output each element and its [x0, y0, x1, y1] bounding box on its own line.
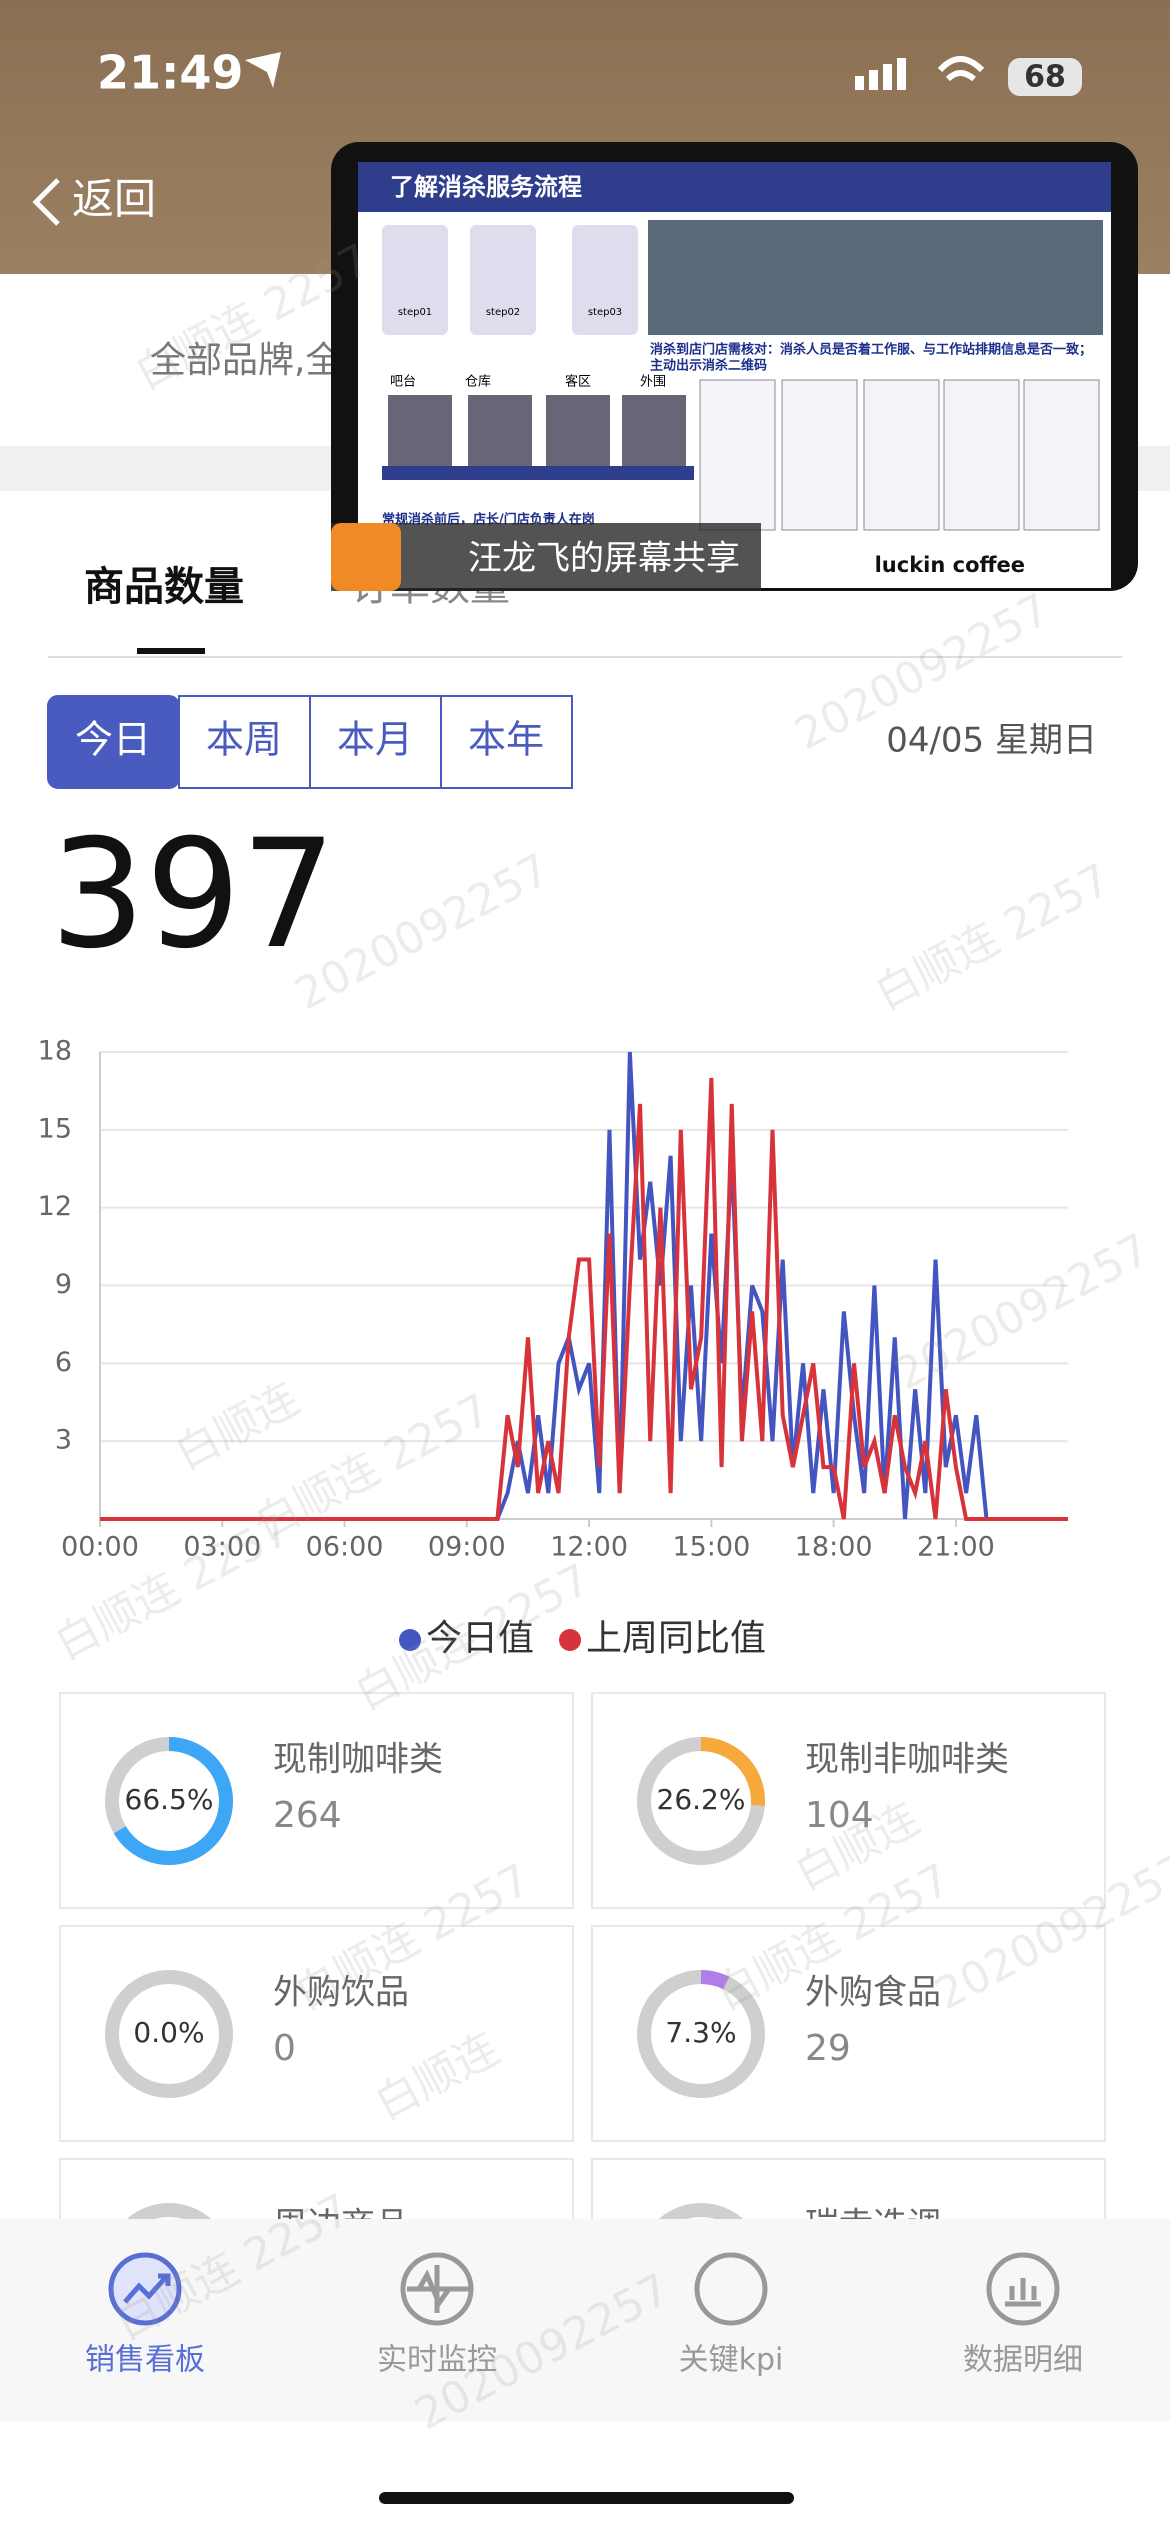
donut-arc [637, 1737, 765, 1865]
step: step01 [398, 307, 432, 318]
presenter-avatar [331, 523, 401, 591]
category-card[interactable] [591, 1925, 1106, 2142]
clock: 21:49 [97, 46, 243, 100]
donut-arc [637, 1970, 765, 2098]
legend-swatch [559, 1629, 582, 1651]
period-button[interactable] [178, 695, 311, 789]
step: step02 [486, 307, 520, 318]
x-tick-label: 06:00 [306, 1532, 384, 1563]
nav-label[interactable]: 关键kpi [679, 2343, 784, 2378]
period-button[interactable] [309, 695, 442, 789]
step: step03 [588, 307, 622, 318]
area-photos [388, 395, 686, 477]
signal-icon [855, 58, 906, 90]
y-tick-label: 6 [55, 1347, 72, 1378]
location-icon [245, 52, 281, 88]
watermark: 白顺连 [167, 1373, 307, 1480]
category-count: 104 [805, 1795, 874, 1836]
total: 397 [50, 808, 336, 982]
nav-glyph [407, 2269, 471, 2309]
x-tick-label: 18:00 [795, 1532, 873, 1563]
category-count: 0 [273, 2028, 296, 2069]
area: 外围 [640, 375, 666, 390]
y-tick-label: 15 [38, 1113, 72, 1144]
slide-title: 了解消杀服务流程 [390, 173, 582, 201]
slide-note: 主动出示消杀二维码 [650, 358, 767, 374]
nav-label[interactable]: 实时监控 [377, 2343, 497, 2378]
x-tick-label: 00:00 [61, 1532, 139, 1563]
y-tick-label: 3 [55, 1425, 72, 1456]
nav-icon[interactable] [694, 2252, 768, 2326]
back-icon[interactable] [32, 178, 60, 226]
donut-label: 0.0% [133, 2016, 204, 2049]
legend-label: 上周同比值 [586, 1618, 766, 1659]
presenter: 汪龙飞的屏幕共享 [468, 539, 740, 579]
donut-label: 66.5% [125, 1783, 214, 1816]
donut-label: 7.3% [665, 2016, 736, 2049]
filter[interactable]: 全部品牌,全 [150, 340, 341, 381]
category-count: 29 [805, 2028, 851, 2069]
donut-label: 26.2% [657, 1783, 746, 1816]
bottom-nav [0, 2219, 1170, 2421]
category-count: 264 [273, 1795, 342, 1836]
battery-level: 68 [1024, 60, 1066, 95]
watermark: 白顺连 2257 [867, 854, 1119, 1020]
slide-screens [699, 379, 1100, 531]
area: 客区 [565, 374, 591, 390]
x-tick-label: 09:00 [428, 1532, 506, 1563]
tab-underline [137, 648, 205, 654]
category-label: 外购食品 [805, 1973, 941, 2013]
slide-brand: luckin coffee [875, 553, 1025, 577]
category-label: 现制咖啡类 [273, 1740, 443, 1780]
y-tick-label: 9 [55, 1269, 72, 1300]
period-button[interactable] [440, 695, 573, 789]
x-tick-label: 12:00 [550, 1532, 628, 1563]
period-label[interactable]: 今日 [75, 718, 151, 762]
tab-active[interactable]: 商品数量 [84, 564, 244, 610]
period-label[interactable]: 本月 [337, 718, 413, 762]
area: 仓库 [465, 374, 491, 390]
legend-swatch [399, 1629, 421, 1651]
slide-title-bar [358, 162, 1111, 212]
nav-icon[interactable] [986, 2252, 1060, 2326]
watermark: 2020092257 [887, 1224, 1158, 1400]
slide-note: 消杀到店门店需核对：消杀人员是否着工作服、与工作站排期信息是否一致； [650, 342, 1092, 358]
nav-label[interactable]: 销售看板 [85, 2343, 205, 2378]
date: 04/05 星期日 [886, 721, 1097, 761]
period-label[interactable]: 本年 [468, 718, 544, 762]
x-tick-label: 03:00 [183, 1532, 261, 1563]
category-card[interactable] [59, 1925, 574, 2142]
legend-label: 今日值 [426, 1618, 534, 1659]
x-tick-label: 21:00 [917, 1532, 995, 1563]
wifi-icon [937, 56, 985, 82]
nav-label[interactable]: 数据明细 [963, 2343, 1083, 2378]
y-tick-label: 12 [38, 1191, 72, 1222]
slide-steps [382, 225, 638, 335]
battery [1008, 58, 1082, 96]
x-tick-label: 15:00 [672, 1532, 750, 1563]
back-label[interactable]: 返回 [72, 175, 156, 224]
donut-arc [105, 1737, 233, 1865]
area: 吧台 [390, 375, 416, 390]
category-label: 外购饮品 [273, 1973, 409, 2013]
category-label: 现制非咖啡类 [805, 1740, 1009, 1780]
presenter-bar [331, 523, 761, 591]
slide-bar [382, 466, 694, 480]
series-line [100, 1077, 1068, 1521]
home-indicator [379, 2492, 794, 2504]
period-label[interactable]: 本周 [206, 718, 282, 762]
donut-track [105, 1970, 233, 2098]
nav-glyph [123, 2273, 171, 2304]
slide-photo [648, 220, 1103, 335]
category-card[interactable] [59, 1692, 574, 1909]
nav-glyph [1005, 2278, 1041, 2307]
y-tick-label: 18 [38, 1036, 72, 1067]
watermark: 白顺连 2257 [47, 1504, 299, 1670]
category-card[interactable] [591, 1692, 1106, 1909]
